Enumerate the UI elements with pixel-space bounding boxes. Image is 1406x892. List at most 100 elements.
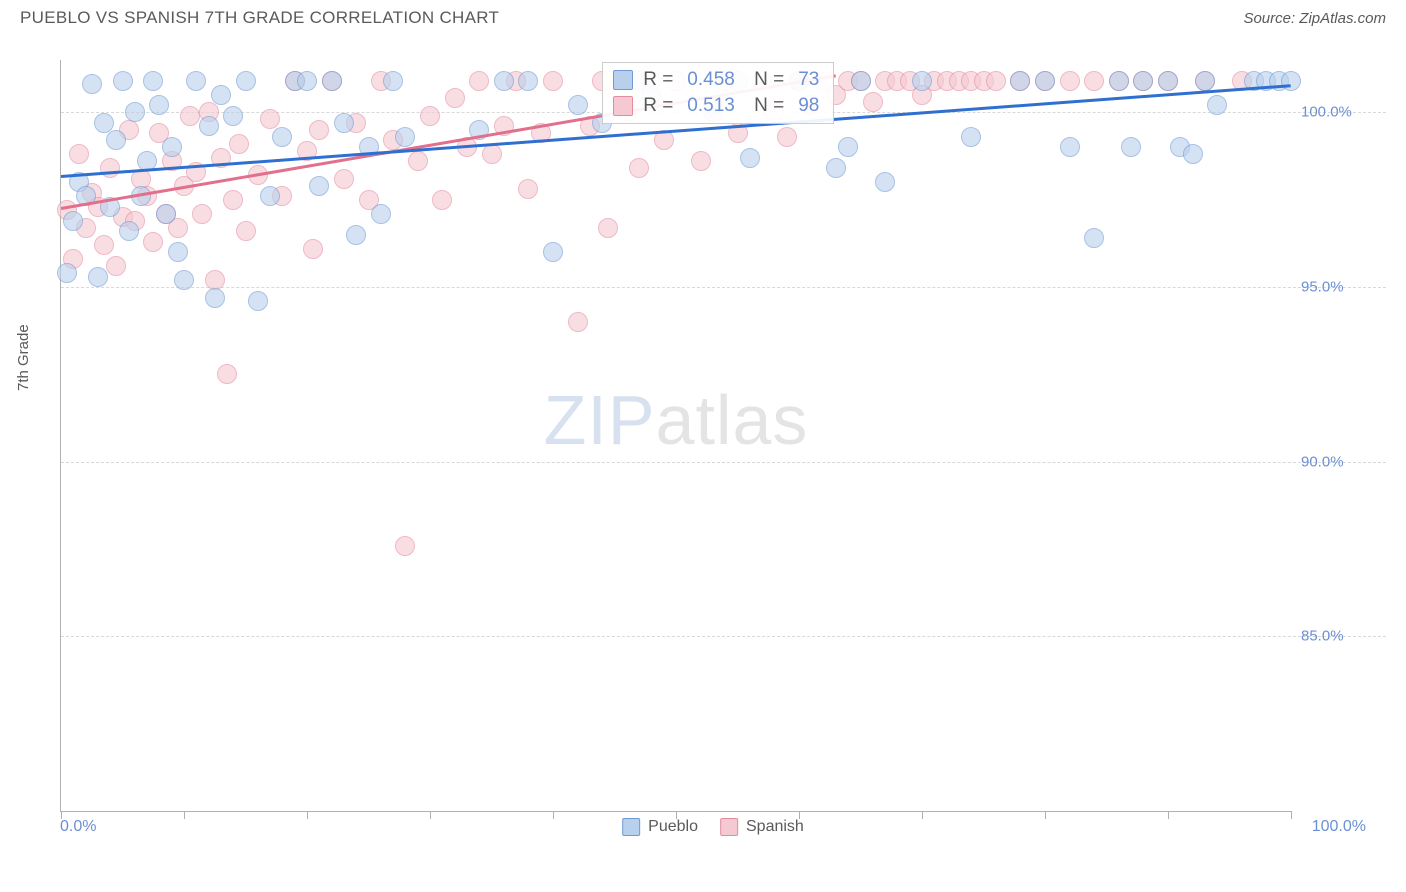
pueblo-point xyxy=(371,204,391,224)
stats-row-pueblo: R = 0.458 N = 73 xyxy=(613,67,823,93)
spanish-point xyxy=(518,179,538,199)
spanish-point xyxy=(303,239,323,259)
pueblo-point xyxy=(260,186,280,206)
spanish-point xyxy=(482,144,502,164)
pueblo-point xyxy=(94,113,114,133)
pueblo-point xyxy=(838,137,858,157)
spanish-point xyxy=(863,92,883,112)
spanish-point xyxy=(180,106,200,126)
pueblo-point xyxy=(236,71,256,91)
y-tick-label: 90.0% xyxy=(1301,453,1381,470)
pueblo-point xyxy=(82,74,102,94)
spanish-point xyxy=(408,151,428,171)
gridline xyxy=(61,287,1386,288)
pueblo-point xyxy=(106,130,126,150)
stats-row-spanish: R = 0.513 N = 98 xyxy=(613,93,823,119)
pueblo-point xyxy=(912,71,932,91)
pueblo-point xyxy=(1183,144,1203,164)
pueblo-point xyxy=(272,127,292,147)
pueblo-point xyxy=(383,71,403,91)
x-max-label: 100.0% xyxy=(1312,818,1366,836)
pueblo-point xyxy=(309,176,329,196)
pueblo-point xyxy=(543,242,563,262)
spanish-point xyxy=(223,190,243,210)
pueblo-point xyxy=(1133,71,1153,91)
pueblo-point xyxy=(346,225,366,245)
spanish-point xyxy=(420,106,440,126)
spanish-n-value: 98 xyxy=(794,95,823,117)
chart-header: PUEBLO VS SPANISH 7TH GRADE CORRELATION … xyxy=(0,0,1406,32)
spanish-point xyxy=(395,536,415,556)
y-tick-label: 95.0% xyxy=(1301,279,1381,296)
spanish-point xyxy=(229,134,249,154)
spanish-point xyxy=(334,169,354,189)
watermark-zip: ZIP xyxy=(544,381,656,459)
plot-area: ZIPatlas R = 0.458 N = 73 R = 0.513 N = … xyxy=(60,60,1291,812)
spanish-point xyxy=(469,71,489,91)
spanish-point xyxy=(106,256,126,276)
pueblo-point xyxy=(334,113,354,133)
spanish-point xyxy=(543,71,563,91)
pueblo-point xyxy=(223,106,243,126)
spanish-point xyxy=(445,88,465,108)
spanish-point xyxy=(309,120,329,140)
bottom-legend: Pueblo Spanish xyxy=(622,818,804,836)
spanish-point xyxy=(777,127,797,147)
pueblo-point xyxy=(740,148,760,168)
pueblo-point xyxy=(174,270,194,290)
pueblo-point xyxy=(1035,71,1055,91)
pueblo-point xyxy=(162,137,182,157)
spanish-point xyxy=(217,364,237,384)
pueblo-point xyxy=(88,267,108,287)
pueblo-point xyxy=(1158,71,1178,91)
chart-container: 7th Grade ZIPatlas R = 0.458 N = 73 R = … xyxy=(20,40,1386,842)
pueblo-point xyxy=(211,85,231,105)
pueblo-point xyxy=(248,291,268,311)
pueblo-point xyxy=(149,95,169,115)
spanish-point xyxy=(1084,71,1104,91)
spanish-point xyxy=(260,109,280,129)
gridline xyxy=(61,462,1386,463)
pueblo-point xyxy=(826,158,846,178)
spanish-point xyxy=(1060,71,1080,91)
pueblo-point xyxy=(1281,71,1301,91)
spanish-r-value: 0.513 xyxy=(683,95,739,117)
pueblo-point xyxy=(186,71,206,91)
pueblo-point xyxy=(875,172,895,192)
pueblo-point xyxy=(205,288,225,308)
pueblo-point xyxy=(851,71,871,91)
spanish-point xyxy=(143,232,163,252)
legend-item-spanish: Spanish xyxy=(720,818,804,836)
pueblo-point xyxy=(1109,71,1129,91)
pueblo-point xyxy=(57,263,77,283)
pueblo-point xyxy=(143,71,163,91)
spanish-point xyxy=(192,204,212,224)
pueblo-point xyxy=(1121,137,1141,157)
pueblo-point xyxy=(168,242,188,262)
correlation-stats-box: R = 0.458 N = 73 R = 0.513 N = 98 xyxy=(602,62,834,124)
spanish-point xyxy=(432,190,452,210)
pueblo-point xyxy=(63,211,83,231)
pueblo-point xyxy=(518,71,538,91)
pueblo-point xyxy=(297,71,317,91)
pueblo-legend-swatch-icon xyxy=(622,818,640,836)
pueblo-point xyxy=(395,127,415,147)
pueblo-point xyxy=(125,102,145,122)
pueblo-point xyxy=(1195,71,1215,91)
y-tick-label: 85.0% xyxy=(1301,628,1381,645)
chart-source: Source: ZipAtlas.com xyxy=(1243,10,1386,27)
spanish-swatch-icon xyxy=(613,96,633,116)
spanish-point xyxy=(629,158,649,178)
spanish-legend-swatch-icon xyxy=(720,818,738,836)
pueblo-point xyxy=(156,204,176,224)
pueblo-point xyxy=(568,95,588,115)
watermark-atlas: atlas xyxy=(656,381,809,459)
pueblo-r-value: 0.458 xyxy=(683,69,739,91)
pueblo-point xyxy=(1084,228,1104,248)
spanish-point xyxy=(568,312,588,332)
watermark: ZIPatlas xyxy=(544,380,809,460)
pueblo-legend-label: Pueblo xyxy=(648,818,698,836)
spanish-point xyxy=(691,151,711,171)
spanish-point xyxy=(94,235,114,255)
chart-title: PUEBLO VS SPANISH 7TH GRADE CORRELATION … xyxy=(20,8,499,28)
